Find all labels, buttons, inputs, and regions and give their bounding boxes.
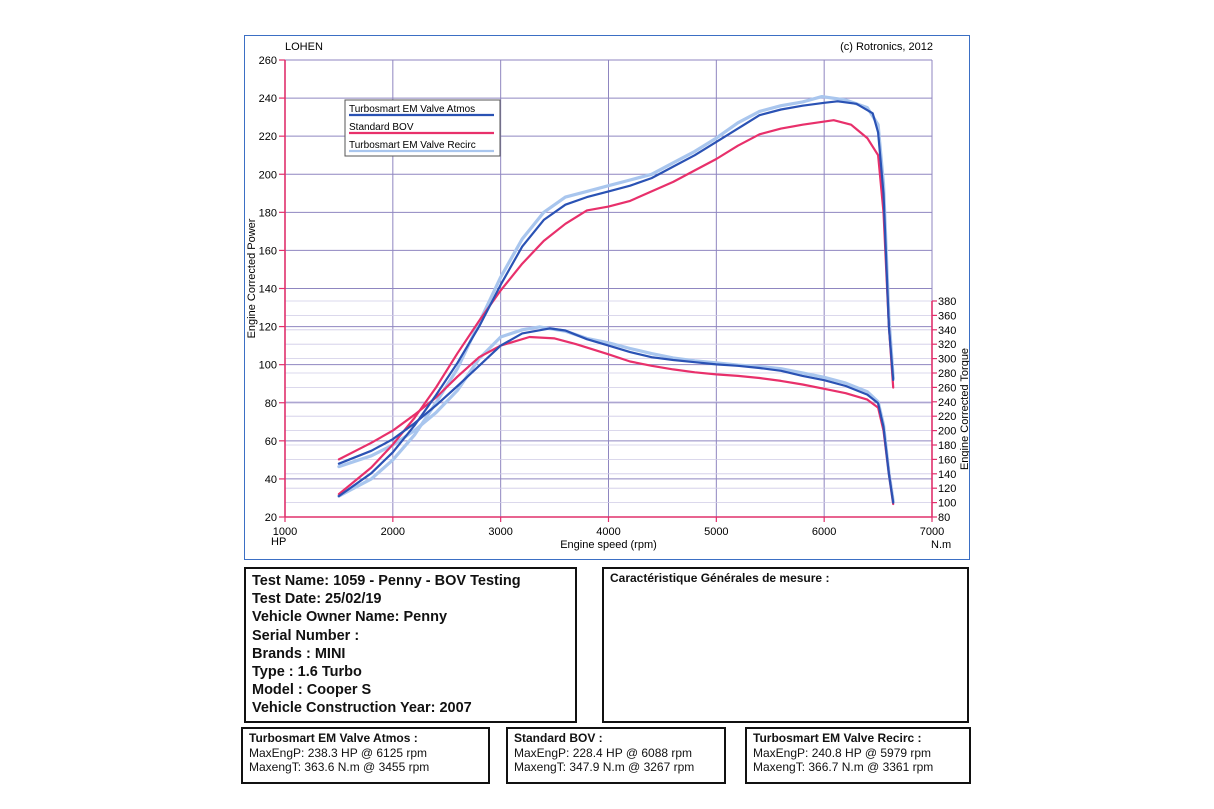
stat-max-torque: MaxengT: 366.7 N.m @ 3361 rpm [753,760,934,774]
measure-title: Caractéristique Générales de mesure : [610,571,830,585]
y-tick-label-power: 220 [259,131,277,143]
measure-characteristics-box: Caractéristique Générales de mesure : [602,567,969,723]
dyno-chart-frame: LOHEN (c) Rotronics, 2012 20 40 60 80 100 120 14… [244,35,970,560]
y-tick-label-power: 120 [259,322,277,334]
vehicle-owner: Vehicle Owner Name: Penny [252,609,448,626]
x-unit-right: N.m [931,539,951,551]
x-tick-label: 2000 [381,526,405,538]
x-tick-label: 3000 [488,526,512,538]
test-info-box: Test Name: 1059 - Penny - BOV Testing Te… [244,567,577,723]
stat-max-torque: MaxengT: 363.6 N.m @ 3455 rpm [249,760,430,774]
y-tick-label-torque: 120 [938,483,956,495]
test-name: Test Name: 1059 - Penny - BOV Testing [252,573,521,589]
series-line-torque-standard [337,335,895,506]
stat-title: Turbosmart EM Valve Atmos : [249,731,418,745]
series-line-torque-atmos [337,327,895,504]
y-tick-label-power: 180 [259,207,277,219]
y-tick-label-torque: 260 [938,382,956,394]
chart-header-right: (c) Rotronics, 2012 [840,41,933,53]
y-tick-label-power: 100 [259,360,277,372]
y-tick-label-torque: 180 [938,440,956,452]
stat-box-standard: Standard BOV : MaxEngP: 228.4 HP @ 6088 … [506,727,726,784]
legend-box [344,99,501,157]
y-tick-label-torque: 360 [938,310,956,322]
y-tick-label-power: 60 [265,436,277,448]
y-tick-label-torque: 140 [938,469,956,481]
y-tick-label-torque: 220 [938,411,956,423]
series-line-power-atmos [337,100,895,498]
y-tick-label-power: 200 [259,169,277,181]
y-tick-label-torque: 300 [938,354,956,366]
y-tick-label-power: 240 [259,93,277,105]
x-axis-label: Engine speed (rpm) [560,539,657,551]
y-tick-label-power: 40 [265,474,277,486]
x-unit-left: HP [271,536,286,548]
y-tick-label-power: 140 [259,284,277,296]
chart-header-left: LOHEN [285,41,323,53]
x-tick-label: 7000 [920,526,944,538]
vehicle-type: Type : 1.6 Turbo [252,664,362,681]
y-axis-label-power: Engine Corrected Power [246,218,258,338]
series-line-torque-recirc [337,325,895,503]
y-tick-label-power: 160 [259,245,277,257]
x-tick-label: 4000 [596,526,620,538]
legend-label: Turbosmart EM Valve Atmos [349,104,475,115]
construction-year: Vehicle Construction Year: 2007 [252,700,472,717]
x-tick-label: 5000 [704,526,728,538]
test-date: Test Date: 25/02/19 [252,591,382,608]
stat-max-power: MaxEngP: 240.8 HP @ 5979 rpm [753,745,932,760]
vehicle-brand: Brands : MINI [252,645,346,662]
legend-label: Standard BOV [349,122,414,133]
stat-max-power: MaxEngP: 228.4 HP @ 6088 rpm [514,745,693,760]
legend-label: Turbosmart EM Valve Recirc [349,140,476,151]
serial-number: Serial Number : [252,627,360,644]
y-tick-label-torque: 280 [938,368,956,380]
series-line-power-standard [337,119,895,496]
y-tick-label-torque: 200 [938,426,956,438]
stat-box-recirc: Turbosmart EM Valve Recirc : MaxEngP: 24… [745,727,971,784]
stat-title: Standard BOV : [514,731,603,745]
y-tick-label-torque: 80 [938,512,950,524]
y-tick-label-torque: 340 [938,325,956,337]
stat-box-atmos: Turbosmart EM Valve Atmos : MaxEngP: 238… [241,727,490,784]
stat-max-power: MaxEngP: 238.3 HP @ 6125 rpm [249,745,428,760]
y-tick-label-torque: 160 [938,454,956,466]
x-tick-label: 6000 [812,526,836,538]
y-tick-label-power: 260 [259,55,277,67]
y-tick-label-power: 20 [265,512,277,524]
y-tick-label-torque: 100 [938,498,956,510]
y-tick-label-torque: 320 [938,339,956,351]
x-tick-label: 1000 [273,526,297,538]
vehicle-model: Model : Cooper S [252,682,372,699]
dyno-chart: LOHEN (c) Rotronics, 2012 20 40 60 80 100 120 14… [246,41,969,551]
stat-max-torque: MaxengT: 347.9 N.m @ 3267 rpm [514,760,695,774]
y-axis-label-torque: Engine Corrected Torque [959,348,969,470]
y-tick-label-torque: 380 [938,296,956,308]
series-line-power-recirc [337,94,895,498]
stat-title: Turbosmart EM Valve Recirc : [753,731,922,745]
y-tick-label-power: 80 [265,398,277,410]
y-tick-label-torque: 240 [938,397,956,409]
